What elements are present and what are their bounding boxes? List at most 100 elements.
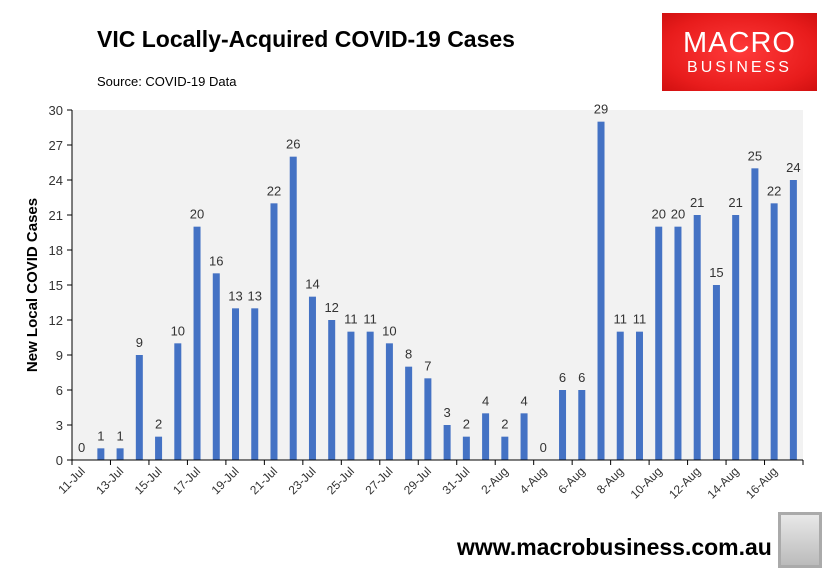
data-label: 6 xyxy=(578,370,585,385)
bar xyxy=(155,436,163,460)
data-label: 11 xyxy=(633,312,647,327)
x-tick-label: 25-Jul xyxy=(324,464,357,497)
data-label: 0 xyxy=(540,440,547,455)
bar xyxy=(366,331,374,460)
bar xyxy=(385,343,393,460)
y-axis-title: New Local COVID Cases xyxy=(24,198,41,372)
bar xyxy=(674,226,682,460)
bar xyxy=(616,331,624,460)
y-tick-label: 15 xyxy=(49,278,63,293)
x-tick-label: 10-Aug xyxy=(628,464,665,501)
bar xyxy=(193,226,201,460)
bar xyxy=(789,180,797,460)
bar xyxy=(347,331,355,460)
x-tick-label: 11-Jul xyxy=(55,464,87,496)
bar xyxy=(559,390,567,460)
x-tick-label: 16-Aug xyxy=(743,464,780,501)
data-label: 4 xyxy=(520,393,527,408)
y-tick-label: 12 xyxy=(49,313,63,328)
bar xyxy=(174,343,182,460)
data-label: 22 xyxy=(267,183,281,198)
data-label: 16 xyxy=(209,253,223,268)
bar xyxy=(770,203,778,461)
source-note: Source: COVID-19 Data xyxy=(97,74,237,89)
bar xyxy=(232,308,240,460)
data-label: 24 xyxy=(786,160,800,175)
data-label: 20 xyxy=(671,207,685,222)
data-label: 14 xyxy=(305,277,319,292)
data-label: 15 xyxy=(709,265,723,280)
data-label: 2 xyxy=(155,417,162,432)
x-tick-label: 8-Aug xyxy=(594,464,627,497)
x-tick-label: 17-Jul xyxy=(170,464,203,497)
macrobusiness-logo: MACRO BUSINESS xyxy=(662,13,817,91)
wolf-logo-icon xyxy=(778,512,822,568)
bar xyxy=(251,308,259,460)
x-tick-label: 13-Jul xyxy=(93,464,126,497)
logo-line2: BUSINESS xyxy=(687,59,792,76)
bar xyxy=(578,390,586,460)
data-label: 26 xyxy=(286,137,300,152)
x-tick-label: 29-Jul xyxy=(401,464,434,497)
y-tick-label: 24 xyxy=(49,173,63,188)
y-tick-label: 0 xyxy=(56,453,63,468)
bar xyxy=(289,156,297,460)
x-tick-label: 2-Aug xyxy=(478,464,511,497)
bar xyxy=(693,215,701,460)
bar xyxy=(712,285,720,460)
data-label: 10 xyxy=(382,323,396,338)
bar xyxy=(212,273,220,460)
website-url: www.macrobusiness.com.au xyxy=(457,534,772,560)
bar xyxy=(501,436,509,460)
data-label: 6 xyxy=(559,370,566,385)
bar xyxy=(328,320,336,460)
bar xyxy=(635,331,643,460)
y-tick-label: 9 xyxy=(56,348,63,363)
x-tick-label: 14-Aug xyxy=(705,464,742,501)
x-tick-label: 19-Jul xyxy=(209,464,242,497)
x-tick-label: 6-Aug xyxy=(555,464,588,497)
data-label: 1 xyxy=(116,428,123,443)
bar xyxy=(597,121,605,461)
data-label: 13 xyxy=(248,288,262,303)
bar xyxy=(97,448,105,460)
data-label: 4 xyxy=(482,393,489,408)
plot-area xyxy=(72,110,803,460)
x-tick-label: 15-Jul xyxy=(132,464,165,497)
x-tick-label: 21-Jul xyxy=(247,464,280,497)
bar xyxy=(751,168,759,461)
bar xyxy=(270,203,278,461)
data-label: 21 xyxy=(728,195,742,210)
x-tick-label: 23-Jul xyxy=(286,464,319,497)
data-label: 9 xyxy=(136,335,143,350)
data-label: 0 xyxy=(78,440,85,455)
y-tick-label: 3 xyxy=(56,418,63,433)
y-tick-label: 6 xyxy=(56,383,63,398)
data-label: 25 xyxy=(748,148,762,163)
data-label: 10 xyxy=(171,323,185,338)
bar xyxy=(732,215,740,460)
bar xyxy=(655,226,663,460)
data-label: 20 xyxy=(651,207,665,222)
bar xyxy=(424,378,432,460)
data-label: 3 xyxy=(444,405,451,420)
data-label: 11 xyxy=(363,312,377,327)
data-label: 1 xyxy=(97,428,104,443)
bar xyxy=(308,296,316,460)
x-tick-label: 12-Aug xyxy=(666,464,703,501)
data-label: 7 xyxy=(424,358,431,373)
bar xyxy=(405,366,413,460)
data-label: 20 xyxy=(190,207,204,222)
data-label: 12 xyxy=(324,300,338,315)
data-label: 2 xyxy=(501,417,508,432)
y-tick-label: 18 xyxy=(49,243,63,258)
x-tick-label: 27-Jul xyxy=(363,464,396,497)
data-label: 8 xyxy=(405,347,412,362)
data-label: 2 xyxy=(463,417,470,432)
data-label: 21 xyxy=(690,195,704,210)
y-tick-label: 21 xyxy=(49,208,63,223)
data-label: 22 xyxy=(767,183,781,198)
data-label: 11 xyxy=(614,312,628,327)
